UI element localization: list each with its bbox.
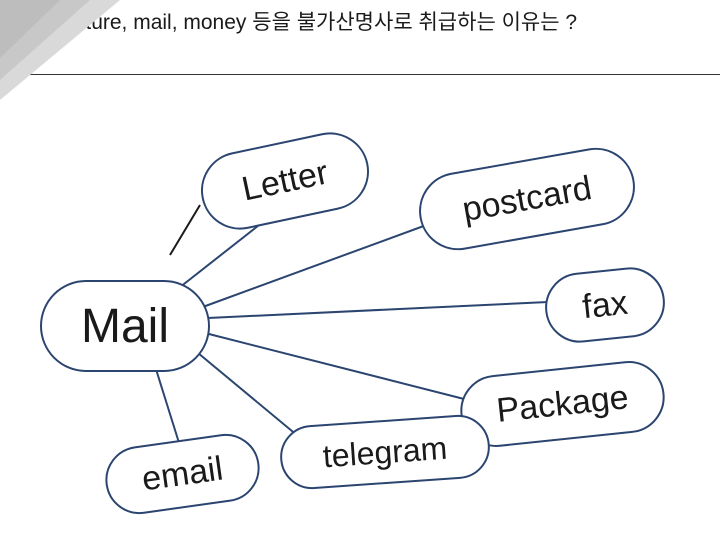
node-label-mail: Mail (81, 299, 169, 354)
mind-map-diagram: Mail Letter postcard fax Package telegram emai… (0, 90, 720, 540)
edge-mail-email (155, 366, 180, 446)
edge-mail-postcard (200, 220, 440, 308)
title-underline (0, 74, 720, 75)
node-label-letter: Letter (238, 153, 331, 209)
node-label-telegram: telegram (322, 429, 449, 475)
node-label-postcard: postcard (459, 168, 594, 229)
page-title: 2.Furniture, mail, money 등을 불가산명사로 취급하는 … (20, 8, 700, 37)
node-label-fax: fax (580, 283, 629, 327)
tick-mark (170, 205, 200, 255)
node-label-email: email (140, 449, 226, 499)
node-mail: Mail (40, 280, 210, 372)
edge-mail-fax (208, 302, 548, 318)
node-label-package: Package (495, 378, 631, 431)
edge-mail-package (205, 333, 468, 400)
